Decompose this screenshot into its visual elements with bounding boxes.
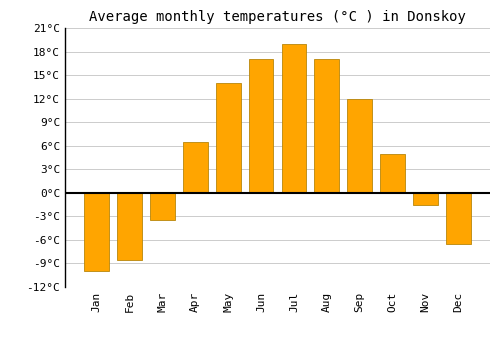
Bar: [413, 193, 438, 205]
Title: Average monthly temperatures (°C ) in Donskoy: Average monthly temperatures (°C ) in Do…: [89, 10, 466, 24]
Bar: [248, 60, 274, 193]
Bar: [216, 83, 240, 193]
Bar: [380, 154, 405, 193]
Bar: [84, 193, 109, 271]
Bar: [183, 142, 208, 193]
Bar: [150, 193, 174, 220]
Bar: [314, 60, 339, 193]
Bar: [446, 193, 470, 244]
Bar: [282, 44, 306, 193]
Bar: [348, 99, 372, 193]
Bar: [117, 193, 142, 260]
